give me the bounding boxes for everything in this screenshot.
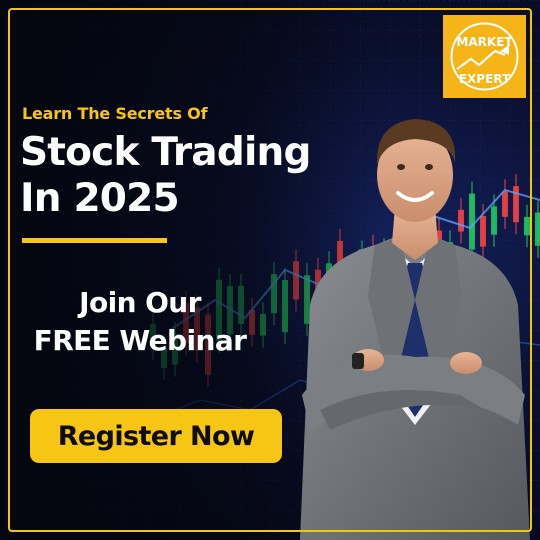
logo-text-expert: EXPERT [459, 72, 511, 86]
rising-arrow-icon [456, 49, 506, 70]
businessman-photo [300, 119, 530, 540]
headline: Stock Trading In 2025 [20, 130, 311, 222]
subhead-line-2: FREE Webinar [33, 324, 247, 357]
market-expert-logo-graphic: MARKET EXPERT [450, 22, 519, 91]
subhead: Join Our FREE Webinar [16, 284, 264, 360]
headline-underline [22, 238, 167, 243]
headline-line-1: Stock Trading [20, 130, 311, 175]
subhead-line-1: Join Our [79, 286, 201, 319]
headline-line-2: In 2025 [20, 176, 180, 221]
logo-text-market: MARKET [456, 35, 513, 49]
register-now-button[interactable]: Register Now [30, 409, 282, 463]
kicker-text: Learn The Secrets Of [22, 104, 208, 123]
market-expert-logo: MARKET EXPERT [443, 15, 526, 98]
